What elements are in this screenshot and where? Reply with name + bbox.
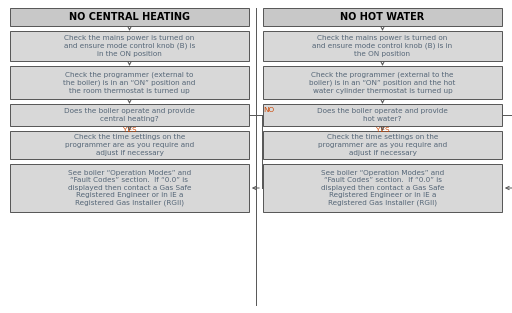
FancyBboxPatch shape [10, 104, 249, 126]
Text: NO: NO [263, 107, 274, 114]
Text: NO CENTRAL HEATING: NO CENTRAL HEATING [69, 12, 190, 22]
FancyBboxPatch shape [10, 8, 249, 26]
FancyBboxPatch shape [263, 66, 502, 99]
Text: Does the boiler operate and provide
central heating?: Does the boiler operate and provide cent… [64, 108, 195, 122]
Text: Check the time settings on the
programmer are as you require and
adjust if neces: Check the time settings on the programme… [65, 135, 194, 156]
Text: Check the programmer (external to
the boiler) is in an “ON” position and
the roo: Check the programmer (external to the bo… [63, 71, 196, 94]
Text: NO HOT WATER: NO HOT WATER [340, 12, 424, 22]
FancyBboxPatch shape [10, 66, 249, 99]
FancyBboxPatch shape [10, 131, 249, 159]
FancyBboxPatch shape [263, 31, 502, 61]
FancyBboxPatch shape [263, 104, 502, 126]
FancyBboxPatch shape [263, 131, 502, 159]
FancyBboxPatch shape [263, 8, 502, 26]
Text: Does the boiler operate and provide
hot water?: Does the boiler operate and provide hot … [317, 108, 448, 122]
Text: Check the mains power is turned on
and ensure mode control knob (B) is
in the ON: Check the mains power is turned on and e… [64, 35, 195, 57]
Text: YES: YES [123, 127, 136, 134]
Text: Check the mains power is turned on
and ensure mode control knob (B) is in
the ON: Check the mains power is turned on and e… [312, 35, 453, 57]
FancyBboxPatch shape [10, 164, 249, 212]
FancyBboxPatch shape [263, 164, 502, 212]
FancyBboxPatch shape [10, 31, 249, 61]
Text: See boiler “Operation Modes” and
“Fault Codes” section.  If “0.0” is
displayed t: See boiler “Operation Modes” and “Fault … [68, 170, 191, 206]
Text: See boiler “Operation Modes” and
“Fault Codes” section.  If “0.0” is
displayed t: See boiler “Operation Modes” and “Fault … [321, 170, 444, 206]
Text: Check the time settings on the
programmer are as you require and
adjust if neces: Check the time settings on the programme… [318, 135, 447, 156]
Text: YES: YES [376, 127, 389, 134]
Text: Check the programmer (external to the
boiler) is in an “ON” position and the hot: Check the programmer (external to the bo… [309, 71, 456, 94]
